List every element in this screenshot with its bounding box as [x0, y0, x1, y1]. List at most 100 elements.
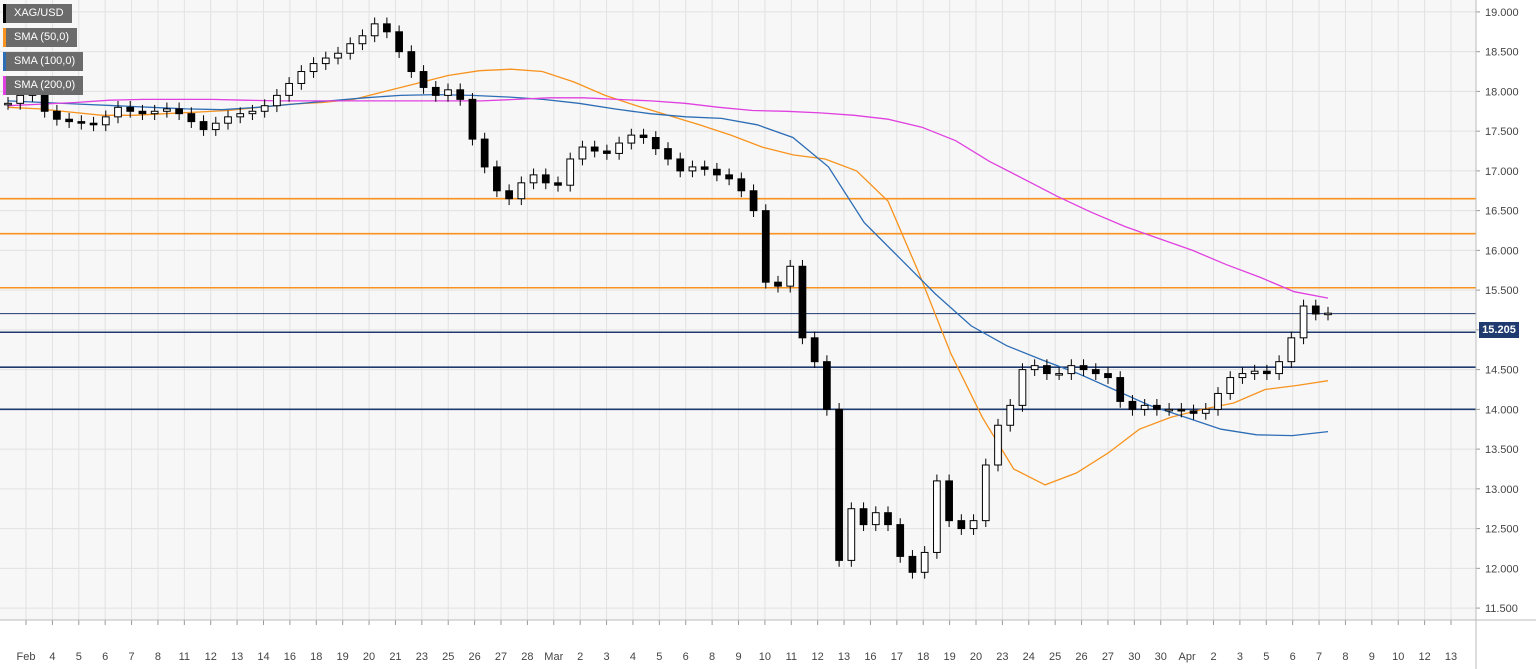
candle-body [53, 110, 61, 120]
candle-body [798, 265, 807, 339]
y-tick-label: 12.000 [1485, 563, 1519, 575]
x-tick-label: 16 [284, 651, 296, 663]
candle-body [884, 512, 892, 526]
legend-swatch [3, 76, 6, 95]
y-tick-label: 18.500 [1485, 47, 1519, 59]
x-tick-label: 11 [179, 651, 190, 663]
candle-body [383, 23, 391, 33]
candle-body [676, 158, 685, 172]
y-tick-label: 18.000 [1485, 86, 1519, 98]
candle-body [1189, 410, 1198, 414]
candle-body [1238, 373, 1247, 379]
candle-body [346, 43, 355, 54]
candle-body [431, 86, 440, 96]
candle-body [89, 122, 98, 126]
legend-item-price[interactable]: XAG/USD [3, 4, 72, 23]
x-tick-label: 30 [1155, 651, 1167, 663]
candle-body [541, 174, 550, 184]
x-tick-label: Feb [17, 651, 36, 663]
candle-body [334, 52, 342, 59]
y-tick-label: 16.500 [1485, 206, 1519, 218]
candle-body [1091, 369, 1100, 375]
candle-body [896, 524, 905, 557]
candle-body [211, 122, 220, 131]
candle-body [1067, 365, 1076, 375]
x-tick-label: 12 [205, 651, 217, 663]
candle-body [65, 118, 73, 123]
candle-body [163, 108, 171, 112]
candle-body [1263, 370, 1271, 375]
candle-body [285, 82, 293, 96]
x-tick-label: 13 [838, 651, 850, 663]
legend-item-sma50[interactable]: SMA (50,0) [3, 28, 78, 47]
sma-line [7, 97, 1329, 299]
sma-line [7, 93, 1329, 437]
candle-body [554, 182, 562, 186]
candle-body [933, 480, 941, 553]
x-tick-label: 4 [630, 651, 636, 663]
candle-body [823, 361, 831, 410]
x-tick-label: 5 [656, 651, 662, 663]
candle-body [77, 121, 86, 124]
candle-body [994, 424, 1002, 466]
candle-body [1250, 370, 1259, 375]
candle-body [651, 137, 660, 150]
candle-body [1030, 365, 1039, 371]
candle-body [1006, 404, 1015, 426]
candle-body [101, 116, 110, 126]
x-tick-label: 6 [683, 651, 689, 663]
candle-body [664, 148, 672, 160]
candle-body [1116, 377, 1125, 402]
candle-body [1226, 377, 1235, 394]
candle-body [920, 551, 929, 573]
horizontal-levels [0, 197, 1476, 411]
candle-body [1177, 408, 1186, 412]
candle-body [444, 89, 452, 96]
y-tick-label: 13.500 [1485, 444, 1519, 456]
candle-body [187, 113, 196, 123]
y-tick-label: 19.000 [1485, 7, 1519, 19]
x-tick-label: 13 [231, 651, 243, 663]
candle-body [761, 210, 770, 283]
x-tick-label: 3 [1237, 651, 1243, 663]
x-tick-label: 19 [337, 651, 349, 663]
x-tick-label: Mar [544, 651, 563, 663]
candle-body [493, 166, 501, 192]
candlesticks [4, 17, 1332, 579]
candle-body [309, 63, 318, 73]
candle-body [981, 464, 990, 522]
candle-body [1055, 373, 1063, 376]
x-tick-label: 26 [1075, 651, 1087, 663]
candle-body [358, 35, 367, 45]
x-tick-label: 11 [786, 651, 797, 663]
legend-item-sma200[interactable]: SMA (200,0) [3, 76, 84, 95]
x-tick-label: 8 [709, 651, 715, 663]
candle-body [737, 178, 746, 192]
candle-body [321, 57, 330, 65]
candle-body [419, 71, 428, 88]
x-tick-label: 5 [1263, 651, 1269, 663]
candle-body [1299, 305, 1308, 339]
x-tick-label: 5 [76, 651, 82, 663]
candle-body [957, 520, 966, 530]
x-tick-label: 12 [812, 651, 824, 663]
x-tick-label: 26 [468, 651, 480, 663]
candle-body [1153, 404, 1161, 410]
candle-body [126, 106, 135, 112]
candle-body [615, 142, 623, 154]
candle-body [590, 146, 599, 152]
candle-body [725, 174, 733, 180]
legend-item-sma100[interactable]: SMA (100,0) [3, 52, 84, 71]
candle-body [273, 94, 281, 107]
x-tick-label: 23 [416, 651, 428, 663]
x-tick-label: 17 [891, 651, 903, 663]
candle-body [969, 520, 978, 530]
candle-body [774, 281, 782, 287]
x-tick-label: 27 [495, 651, 507, 663]
candle-body [1324, 312, 1332, 316]
candle-body [1165, 408, 1173, 412]
legend-label: XAG/USD [14, 7, 64, 19]
x-tick-label: 6 [1290, 651, 1296, 663]
x-tick-label: 14 [257, 651, 269, 663]
